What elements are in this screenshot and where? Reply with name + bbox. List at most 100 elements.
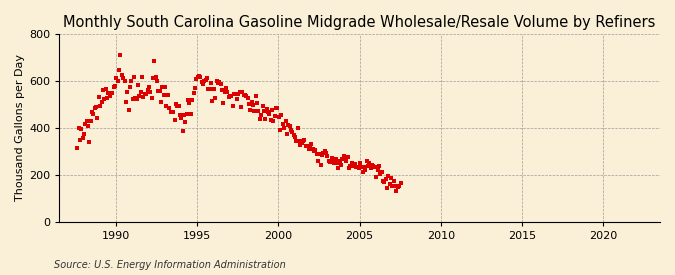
Point — [333, 166, 344, 170]
Point — [122, 90, 132, 95]
Point — [198, 82, 209, 87]
Point — [325, 160, 335, 164]
Point — [357, 170, 368, 174]
Point — [392, 185, 403, 189]
Point — [283, 123, 294, 127]
Title: Monthly South Carolina Gasoline Midgrade Wholesale/Resale Volume by Refiners: Monthly South Carolina Gasoline Midgrade… — [63, 15, 656, 30]
Point — [230, 92, 241, 97]
Point — [240, 93, 250, 98]
Point — [342, 155, 353, 160]
Point — [291, 139, 302, 143]
Point — [111, 76, 122, 81]
Point — [96, 100, 107, 104]
Point — [196, 80, 207, 84]
Point — [191, 76, 202, 81]
Point — [73, 126, 84, 130]
Point — [119, 79, 130, 84]
Point — [334, 159, 345, 164]
Point — [117, 76, 128, 80]
Point — [134, 94, 145, 98]
Point — [369, 165, 380, 169]
Point — [153, 89, 164, 93]
Point — [104, 94, 115, 98]
Point — [142, 88, 153, 92]
Point — [292, 126, 303, 130]
Point — [275, 128, 286, 133]
Point — [205, 87, 215, 91]
Point — [395, 181, 406, 186]
Point — [308, 149, 319, 154]
Point — [155, 89, 165, 94]
Point — [257, 104, 268, 108]
Point — [256, 112, 267, 117]
Point — [271, 105, 281, 110]
Point — [180, 120, 191, 124]
Point — [245, 107, 256, 112]
Point — [380, 177, 391, 181]
Point — [379, 180, 389, 184]
Point — [202, 76, 213, 80]
Point — [353, 165, 364, 170]
Point — [82, 124, 93, 128]
Point — [72, 145, 82, 150]
Point — [184, 101, 195, 105]
Point — [160, 85, 171, 89]
Point — [149, 59, 160, 63]
Point — [326, 156, 337, 161]
Point — [269, 114, 280, 118]
Point — [290, 135, 300, 139]
Point — [318, 150, 329, 155]
Point — [272, 105, 283, 110]
Point — [368, 164, 379, 168]
Point — [303, 147, 314, 152]
Point — [115, 53, 126, 57]
Point — [217, 87, 227, 92]
Point — [108, 84, 119, 89]
Point — [315, 163, 326, 167]
Point — [391, 189, 402, 194]
Point — [203, 87, 214, 91]
Point — [340, 157, 350, 161]
Point — [210, 96, 221, 101]
Point — [341, 159, 352, 163]
Point — [86, 109, 97, 114]
Point — [361, 159, 372, 164]
Point — [277, 122, 288, 126]
Point — [261, 107, 272, 111]
Point — [365, 166, 376, 170]
Point — [173, 104, 184, 108]
Point — [161, 104, 172, 109]
Point — [74, 138, 85, 142]
Point — [329, 160, 340, 165]
Point — [273, 115, 284, 119]
Point — [95, 104, 105, 108]
Point — [244, 102, 254, 106]
Point — [384, 182, 395, 186]
Point — [377, 179, 388, 183]
Point — [200, 78, 211, 82]
Point — [335, 163, 346, 167]
Point — [76, 127, 86, 131]
Point — [356, 165, 367, 169]
Point — [84, 140, 95, 144]
Point — [207, 99, 218, 103]
Point — [159, 93, 169, 97]
Point — [373, 164, 384, 169]
Point — [107, 91, 117, 96]
Point — [304, 146, 315, 150]
Point — [360, 167, 371, 172]
Point — [327, 160, 338, 164]
Point — [352, 164, 362, 169]
Point — [310, 148, 321, 152]
Point — [314, 152, 325, 156]
Point — [321, 151, 331, 156]
Point — [132, 96, 142, 101]
Point — [165, 110, 176, 114]
Point — [192, 75, 203, 79]
Point — [219, 90, 230, 94]
Point — [156, 100, 167, 104]
Point — [346, 161, 357, 165]
Point — [167, 110, 178, 114]
Point — [249, 109, 260, 114]
Point — [284, 124, 295, 128]
